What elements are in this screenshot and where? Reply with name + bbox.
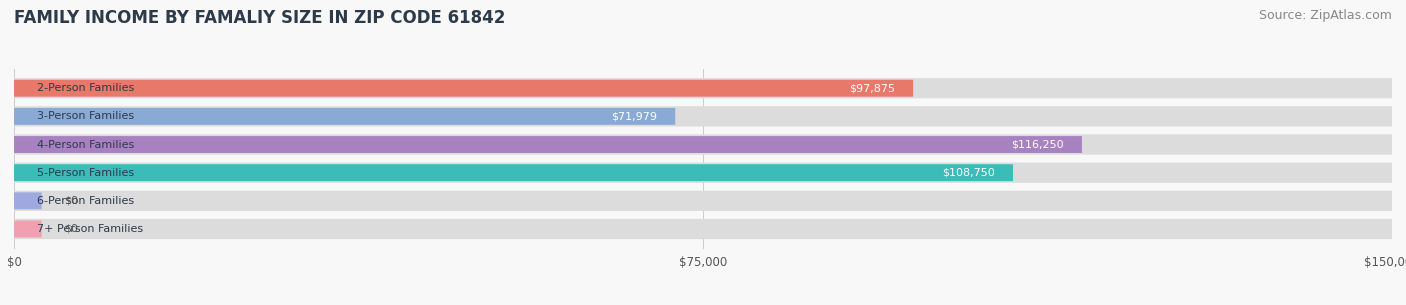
Text: FAMILY INCOME BY FAMALIY SIZE IN ZIP CODE 61842: FAMILY INCOME BY FAMALIY SIZE IN ZIP COD… (14, 9, 505, 27)
Text: $0: $0 (65, 224, 79, 234)
Text: Source: ZipAtlas.com: Source: ZipAtlas.com (1258, 9, 1392, 22)
Text: 7+ Person Families: 7+ Person Families (37, 224, 143, 234)
FancyBboxPatch shape (14, 221, 42, 237)
Text: $116,250: $116,250 (1011, 139, 1063, 149)
Text: 5-Person Families: 5-Person Families (37, 168, 134, 178)
FancyBboxPatch shape (14, 106, 1392, 127)
Text: $0: $0 (65, 196, 79, 206)
Text: 2-Person Families: 2-Person Families (37, 83, 135, 93)
FancyBboxPatch shape (14, 78, 1392, 98)
Text: $97,875: $97,875 (849, 83, 894, 93)
FancyBboxPatch shape (14, 136, 1083, 153)
Text: $71,979: $71,979 (610, 111, 657, 121)
FancyBboxPatch shape (14, 163, 1392, 183)
FancyBboxPatch shape (14, 192, 42, 209)
FancyBboxPatch shape (14, 191, 1392, 211)
Text: 6-Person Families: 6-Person Families (37, 196, 134, 206)
FancyBboxPatch shape (14, 135, 1392, 155)
Text: 3-Person Families: 3-Person Families (37, 111, 134, 121)
FancyBboxPatch shape (14, 219, 1392, 239)
FancyBboxPatch shape (14, 164, 1012, 181)
Text: $108,750: $108,750 (942, 168, 994, 178)
FancyBboxPatch shape (14, 80, 912, 97)
FancyBboxPatch shape (14, 108, 675, 125)
Text: 4-Person Families: 4-Person Families (37, 139, 135, 149)
